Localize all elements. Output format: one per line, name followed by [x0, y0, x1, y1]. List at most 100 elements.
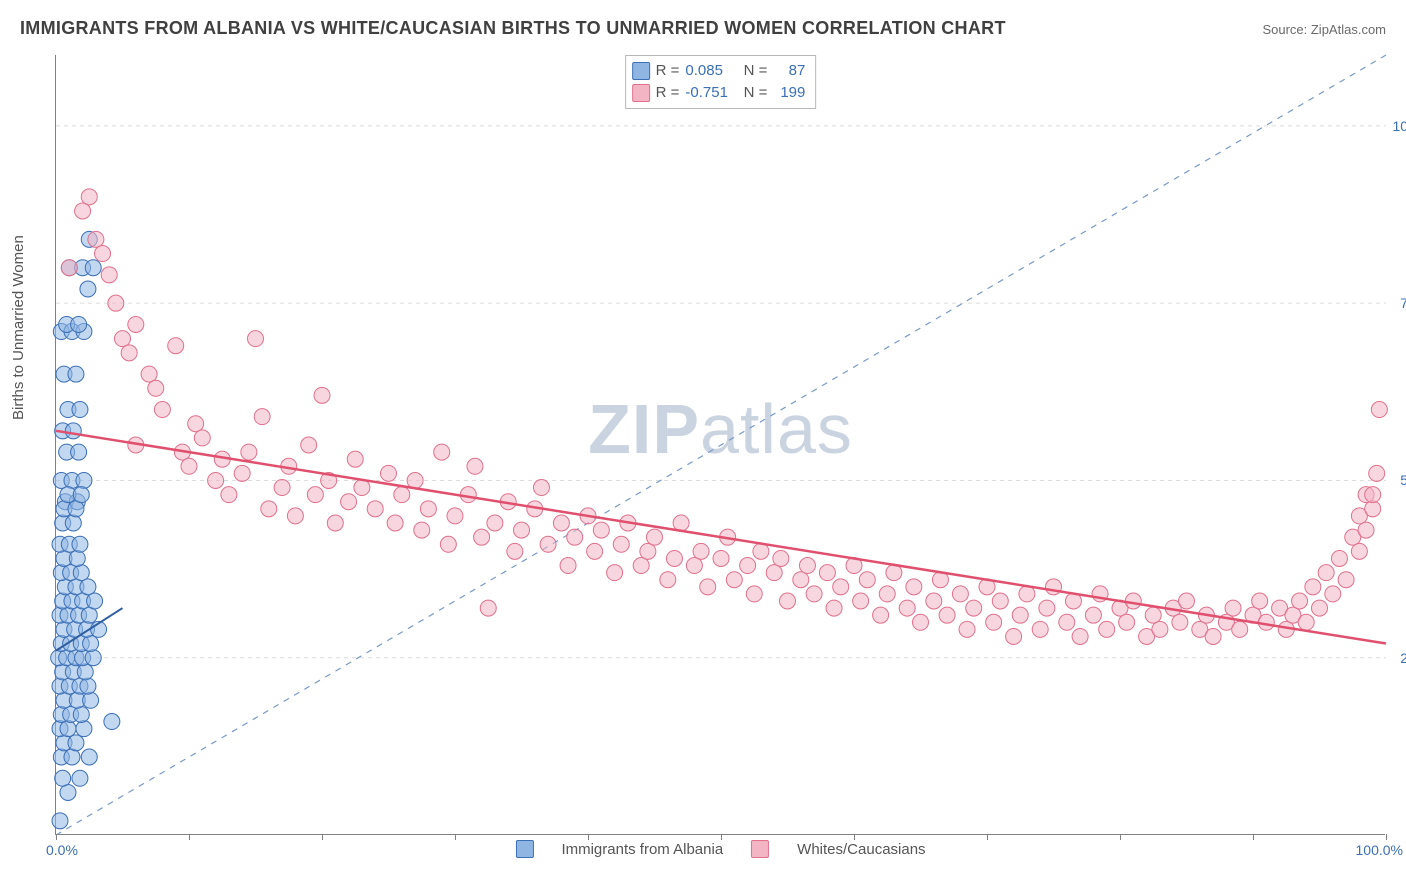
- x-tick-min: 0.0%: [46, 842, 78, 858]
- data-point: [1338, 572, 1354, 588]
- data-point: [65, 423, 81, 439]
- data-point: [873, 607, 889, 623]
- swatch-series1: [515, 840, 533, 858]
- data-point: [85, 260, 101, 276]
- data-point: [76, 721, 92, 737]
- data-point: [87, 593, 103, 609]
- data-point: [1369, 465, 1385, 481]
- data-point: [115, 331, 131, 347]
- data-point: [746, 586, 762, 602]
- data-point: [713, 550, 729, 566]
- r-value-series1: 0.085: [685, 60, 733, 82]
- data-point: [1145, 607, 1161, 623]
- swatch-series2: [751, 840, 769, 858]
- x-tick-mark: [56, 834, 57, 840]
- data-point: [1358, 522, 1374, 538]
- data-point: [467, 458, 483, 474]
- data-point: [1059, 614, 1075, 630]
- data-point: [71, 316, 87, 332]
- data-point: [287, 508, 303, 524]
- data-point: [420, 501, 436, 517]
- data-point: [1172, 614, 1188, 630]
- data-point: [60, 784, 76, 800]
- data-point: [607, 565, 623, 581]
- data-point: [613, 536, 629, 552]
- data-point: [567, 529, 583, 545]
- data-point: [587, 543, 603, 559]
- r-label: R =: [656, 60, 680, 82]
- y-axis-label: Births to Unmarried Women: [10, 235, 27, 420]
- data-point: [793, 572, 809, 588]
- data-point: [833, 579, 849, 595]
- data-point: [72, 770, 88, 786]
- data-point: [65, 515, 81, 531]
- data-point: [1305, 579, 1321, 595]
- data-point: [540, 536, 556, 552]
- data-point: [514, 522, 530, 538]
- data-point: [83, 692, 99, 708]
- legend-label-series2: Whites/Caucasians: [797, 841, 925, 858]
- data-point: [141, 366, 157, 382]
- data-point: [780, 593, 796, 609]
- y-tick-label: 100.0%: [1390, 118, 1406, 134]
- data-point: [381, 465, 397, 481]
- data-point: [148, 380, 164, 396]
- data-point: [407, 472, 423, 488]
- data-point: [926, 593, 942, 609]
- n-label: N =: [739, 82, 767, 104]
- data-point: [1039, 600, 1055, 616]
- data-point: [60, 721, 76, 737]
- data-point: [354, 480, 370, 496]
- data-point: [81, 749, 97, 765]
- y-tick-label: 75.0%: [1390, 295, 1406, 311]
- data-point: [73, 565, 89, 581]
- data-point: [194, 430, 210, 446]
- data-point: [154, 402, 170, 418]
- n-value-series2: 199: [773, 82, 805, 104]
- data-point: [347, 451, 363, 467]
- data-point: [241, 444, 257, 460]
- data-point: [906, 579, 922, 595]
- data-point: [487, 515, 503, 531]
- data-point: [168, 338, 184, 354]
- data-point: [72, 536, 88, 552]
- data-point: [1365, 501, 1381, 517]
- data-point: [394, 487, 410, 503]
- trend-line: [56, 431, 1386, 644]
- data-point: [480, 600, 496, 616]
- data-point: [1325, 586, 1341, 602]
- data-point: [72, 402, 88, 418]
- data-point: [693, 543, 709, 559]
- data-point: [939, 607, 955, 623]
- data-point: [208, 472, 224, 488]
- data-point: [387, 515, 403, 531]
- data-point: [1019, 586, 1035, 602]
- data-point: [1351, 543, 1367, 559]
- x-tick-mark: [189, 834, 190, 840]
- data-point: [986, 614, 1002, 630]
- source-label: Source: ZipAtlas.com: [1262, 22, 1386, 37]
- data-point: [533, 480, 549, 496]
- data-point: [248, 331, 264, 347]
- data-point: [952, 586, 968, 602]
- data-point: [128, 316, 144, 332]
- data-point: [1032, 621, 1048, 637]
- x-tick-mark: [1253, 834, 1254, 840]
- data-point: [560, 558, 576, 574]
- data-point: [80, 281, 96, 297]
- data-point: [853, 593, 869, 609]
- data-point: [660, 572, 676, 588]
- data-point: [73, 706, 89, 722]
- x-tick-mark: [1386, 834, 1387, 840]
- data-point: [819, 565, 835, 581]
- data-point: [913, 614, 929, 630]
- data-point: [1205, 628, 1221, 644]
- data-point: [647, 529, 663, 545]
- data-point: [1292, 593, 1308, 609]
- data-point: [68, 735, 84, 751]
- data-point: [1331, 550, 1347, 566]
- x-tick-max: 100.0%: [1356, 842, 1403, 858]
- y-tick-label: 25.0%: [1390, 650, 1406, 666]
- data-point: [274, 480, 290, 496]
- data-point: [1152, 621, 1168, 637]
